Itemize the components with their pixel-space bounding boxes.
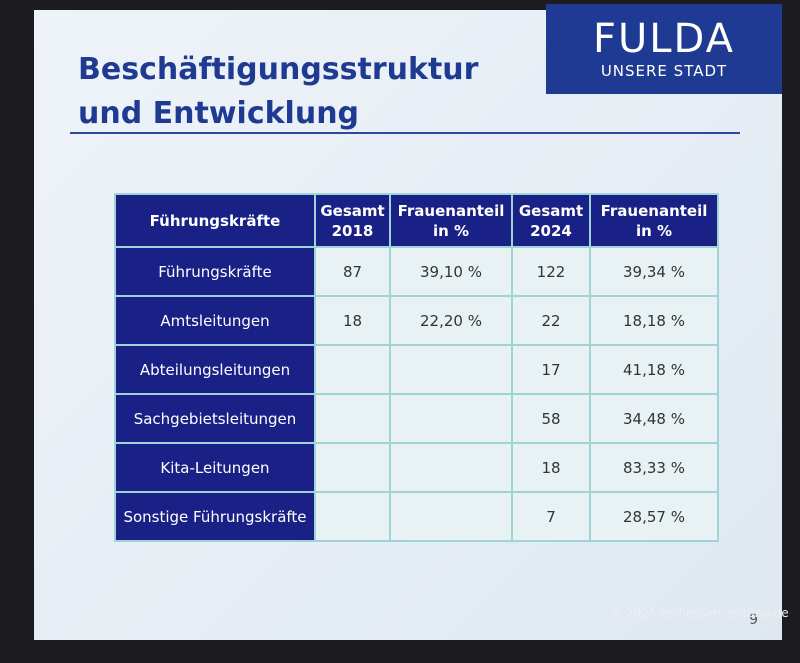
table-cell: 122 — [511, 246, 591, 297]
table-cell: 17 — [511, 344, 591, 395]
table-cell — [389, 491, 513, 542]
table-cell: 41,18 % — [589, 344, 719, 395]
table-row: Sachgebietsleitungen 58 34,48 % — [114, 393, 719, 444]
logo: FULDA UNSERE STADT — [546, 4, 782, 94]
header-cell: Gesamt 2024 — [511, 193, 591, 248]
table-cell: 34,48 % — [589, 393, 719, 444]
row-label: Sonstige Führungskräfte — [114, 491, 316, 542]
header-cell: Führungskräfte — [114, 193, 316, 248]
table-cell: 39,10 % — [389, 246, 513, 297]
header-cell: Frauenanteil in % — [589, 193, 719, 248]
slide: FULDA UNSERE STADT Beschäftigungsstruktu… — [34, 4, 782, 640]
table-cell — [314, 442, 391, 493]
row-label: Führungskräfte — [114, 246, 316, 297]
table-cell — [389, 344, 513, 395]
title-line: Beschäftigungsstruktur — [78, 52, 479, 87]
title-rule — [70, 132, 740, 134]
table-cell: 58 — [511, 393, 591, 444]
table-cell — [389, 442, 513, 493]
header-row: Führungskräfte Gesamt 2018 Frauenanteil in… — [114, 193, 719, 248]
row-label: Amtsleitungen — [114, 295, 316, 346]
watermark: © 2025 osthessen-zeitung.de — [610, 606, 789, 620]
table-cell — [314, 344, 391, 395]
logo-name: FULDA — [592, 16, 736, 62]
table-cell: 28,57 % — [589, 491, 719, 542]
table-row: Kita-Leitungen 18 83,33 % — [114, 442, 719, 493]
table-cell: 18,18 % — [589, 295, 719, 346]
header-cell: Gesamt 2018 — [314, 193, 391, 248]
table-cell: 39,34 % — [589, 246, 719, 297]
row-label: Abteilungsleitungen — [114, 344, 316, 395]
row-label: Kita-Leitungen — [114, 442, 316, 493]
table-cell: 22 — [511, 295, 591, 346]
table-cell: 83,33 % — [589, 442, 719, 493]
table-cell: 22,20 % — [389, 295, 513, 346]
table-cell — [314, 393, 391, 444]
table-cell: 18 — [511, 442, 591, 493]
table-cell: 18 — [314, 295, 391, 346]
table-cell: 87 — [314, 246, 391, 297]
header-cell: Frauenanteil in % — [389, 193, 513, 248]
table: Führungskräfte Gesamt 2018 Frauenanteil in… — [114, 193, 719, 542]
table-cell — [389, 393, 513, 444]
row-label: Sachgebietsleitungen — [114, 393, 316, 444]
table-row: Führungskräfte 87 39,10 % 122 39,34 % — [114, 246, 719, 297]
logo-tagline: UNSERE STADT — [600, 62, 728, 80]
title-line: und Entwicklung — [78, 96, 360, 131]
table-row: Amtsleitungen 18 22,20 % 22 18,18 % — [114, 295, 719, 346]
table-cell — [314, 491, 391, 542]
table-row: Sonstige Führungskräfte 7 28,57 % — [114, 491, 719, 542]
table-row: Abteilungsleitungen 17 41,18 % — [114, 344, 719, 395]
page-number: 9 — [749, 612, 758, 628]
table-cell: 7 — [511, 491, 591, 542]
